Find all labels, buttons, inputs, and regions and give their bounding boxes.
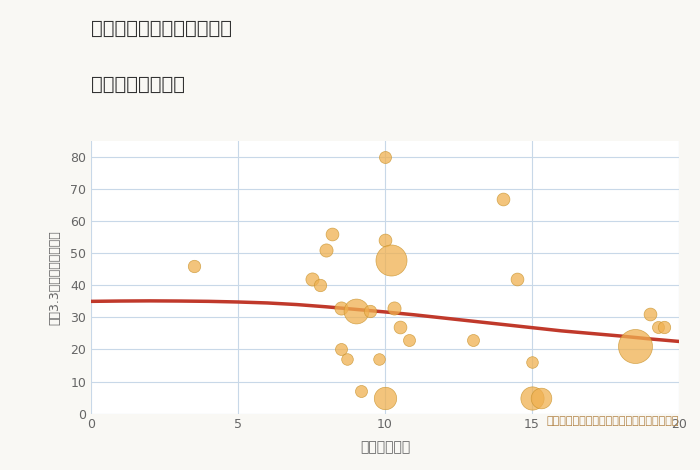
Point bbox=[188, 262, 199, 270]
Point bbox=[350, 307, 361, 315]
Point bbox=[379, 394, 391, 401]
Point bbox=[497, 195, 508, 203]
Point bbox=[653, 323, 664, 331]
Point bbox=[385, 256, 396, 263]
Text: 駅距離別土地価格: 駅距離別土地価格 bbox=[91, 75, 185, 94]
Point bbox=[394, 323, 405, 331]
Point bbox=[512, 275, 523, 282]
Point bbox=[315, 282, 326, 289]
Point bbox=[321, 246, 332, 254]
Point bbox=[335, 346, 346, 353]
Point bbox=[629, 343, 641, 350]
Point bbox=[326, 230, 337, 238]
Point bbox=[374, 355, 385, 363]
Point bbox=[536, 394, 547, 401]
Point bbox=[341, 355, 352, 363]
Text: 千葉県香取郡多古町川島の: 千葉県香取郡多古町川島の bbox=[91, 19, 232, 38]
Point bbox=[526, 359, 538, 366]
Point bbox=[468, 336, 479, 344]
Point bbox=[644, 310, 655, 318]
Point bbox=[356, 387, 367, 395]
Point bbox=[526, 394, 538, 401]
Text: 円の大きさは、取引のあった物件面積を示す: 円の大きさは、取引のあった物件面積を示す bbox=[547, 416, 679, 426]
Y-axis label: 坪（3.3㎡）単価（万円）: 坪（3.3㎡）単価（万円） bbox=[49, 230, 62, 325]
Point bbox=[335, 304, 346, 312]
Point bbox=[365, 307, 376, 315]
Point bbox=[403, 336, 414, 344]
Point bbox=[389, 304, 400, 312]
Point bbox=[379, 237, 391, 244]
Point bbox=[306, 275, 317, 282]
Point bbox=[659, 323, 670, 331]
Point bbox=[379, 153, 391, 161]
X-axis label: 駅距離（分）: 駅距離（分） bbox=[360, 440, 410, 454]
